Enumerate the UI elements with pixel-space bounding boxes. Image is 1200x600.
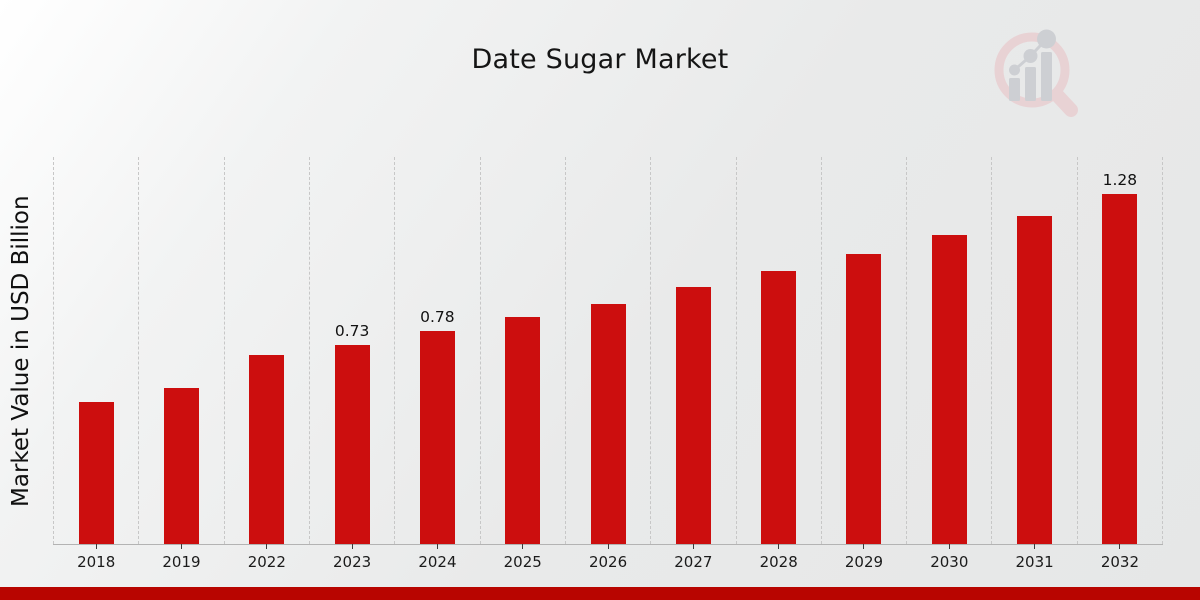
x-tick-label-2029: 2029 bbox=[844, 553, 884, 571]
bar-column-2019: 2019 bbox=[138, 157, 223, 571]
bar-2025 bbox=[505, 317, 541, 544]
bar-2027 bbox=[675, 287, 711, 544]
x-tick-label-2030: 2030 bbox=[930, 553, 969, 571]
plot-area: 2018 2019 2022 0.73 2023 0.78 2024 2025 2026 2027… bbox=[53, 157, 1164, 571]
bar-column-2018: 2018 bbox=[53, 157, 138, 571]
bar-2022 bbox=[249, 355, 285, 544]
x-tick-label-2028: 2028 bbox=[759, 553, 798, 571]
bar-column-2030: 2030 bbox=[906, 157, 991, 571]
x-axis-tick bbox=[266, 544, 268, 549]
x-axis-tick bbox=[607, 544, 609, 549]
x-tick-label-2022: 2022 bbox=[247, 553, 286, 571]
bar-column-2028: 2028 bbox=[735, 157, 821, 571]
x-tick-label-2019: 2019 bbox=[162, 553, 201, 571]
bar-value-label-2032: 1.28 bbox=[1102, 171, 1138, 189]
x-tick-label-2027: 2027 bbox=[674, 553, 713, 571]
x-axis-tick bbox=[180, 544, 182, 549]
x-tick-label-2031: 2031 bbox=[1015, 553, 1054, 571]
x-axis-tick bbox=[351, 544, 353, 549]
bar-2018 bbox=[78, 402, 114, 544]
bar-2028 bbox=[761, 271, 797, 544]
x-axis-tick bbox=[95, 544, 97, 549]
bar-column-2025: 2025 bbox=[479, 157, 565, 571]
x-tick-label-2026: 2026 bbox=[588, 553, 628, 571]
footer-accent-bar bbox=[0, 587, 1200, 600]
y-axis-label: Market Value in USD Billion bbox=[8, 195, 34, 507]
x-tick-label-2018: 2018 bbox=[77, 553, 116, 571]
chart-title: Date Sugar Market bbox=[471, 44, 729, 75]
logo-watermark-icon bbox=[994, 29, 1078, 117]
x-axis-tick bbox=[778, 544, 780, 549]
bar-column-2027: 2027 bbox=[650, 157, 735, 571]
bar-column-2032: 1.28 2032 bbox=[1076, 157, 1164, 571]
bar-column-2031: 2031 bbox=[991, 157, 1076, 571]
bar-value-label-2023: 0.73 bbox=[334, 322, 370, 340]
x-tick-label-2023: 2023 bbox=[333, 553, 372, 571]
bar-2032 bbox=[1102, 194, 1138, 544]
x-axis-tick bbox=[522, 544, 524, 549]
bar-2024 bbox=[419, 331, 455, 544]
bar-column-2026: 2026 bbox=[564, 157, 650, 571]
x-axis-tick bbox=[1034, 544, 1036, 549]
x-tick-label-2025: 2025 bbox=[503, 553, 542, 571]
bar-value-label-2024: 0.78 bbox=[420, 308, 455, 326]
x-axis-tick bbox=[1119, 544, 1121, 549]
x-tick-label-2024: 2024 bbox=[418, 553, 457, 571]
x-axis-tick bbox=[436, 544, 438, 549]
x-axis-tick bbox=[863, 544, 865, 549]
bar-2031 bbox=[1017, 216, 1053, 544]
bar-column-2022: 2022 bbox=[223, 157, 309, 571]
bar-2029 bbox=[846, 254, 882, 544]
x-axis-tick bbox=[948, 544, 950, 549]
bar-2026 bbox=[590, 304, 626, 544]
x-axis-tick bbox=[692, 544, 694, 549]
bar-column-2024: 0.78 2024 bbox=[394, 157, 479, 571]
bar-2023 bbox=[334, 345, 370, 544]
bar-2030 bbox=[931, 235, 967, 544]
bar-column-2029: 2029 bbox=[820, 157, 906, 571]
bar-column-2023: 0.73 2023 bbox=[308, 157, 394, 571]
magnifier-chart-icon bbox=[994, 29, 1078, 117]
x-tick-label-2032: 2032 bbox=[1100, 553, 1139, 571]
bar-2019 bbox=[163, 388, 199, 544]
